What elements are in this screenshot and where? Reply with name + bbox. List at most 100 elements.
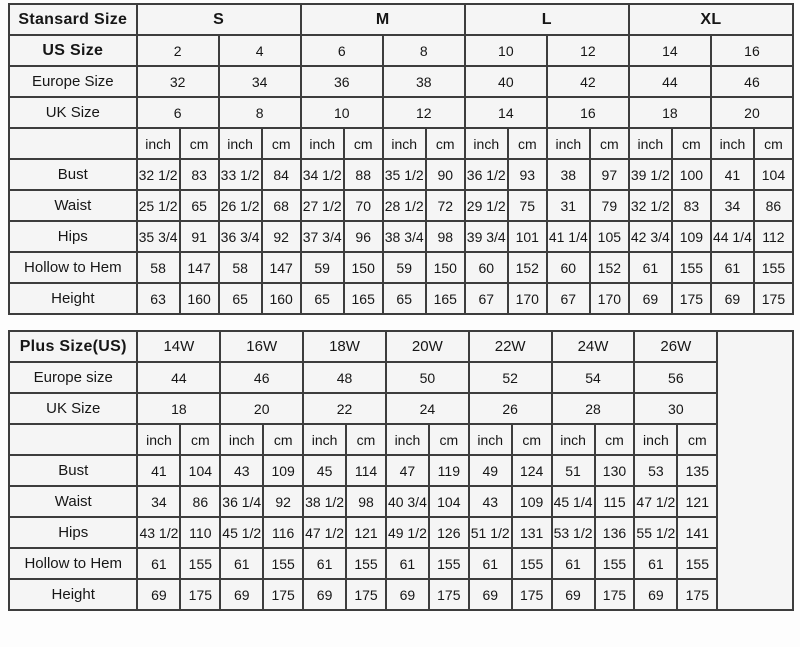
- measure-value-cell: 61: [709, 251, 755, 284]
- measure-value-cell: 100: [670, 158, 712, 191]
- unit-header-cell: inch: [384, 423, 430, 456]
- measure-value-cell: 124: [510, 454, 553, 487]
- size-value-cell: 12: [545, 34, 630, 67]
- measure-value-cell: 152: [506, 251, 548, 284]
- size-group-header-cell: XL: [627, 3, 795, 36]
- row-label-cell: US Size: [8, 34, 138, 67]
- measure-value-cell: 41: [136, 454, 182, 487]
- measure-value-cell: 39 3/4: [463, 220, 509, 253]
- unit-header-cell: cm: [427, 423, 470, 456]
- size-group-header-cell: 26W: [633, 330, 719, 363]
- table-gap: [8, 315, 794, 330]
- measure-value-cell: 69: [302, 578, 348, 611]
- measure-value-cell: 136: [593, 516, 636, 549]
- measure-value-cell: 92: [260, 220, 302, 253]
- unit-header-cell: inch: [545, 127, 591, 160]
- empty-column-cell: [716, 330, 794, 611]
- measure-value-cell: 61: [633, 547, 679, 580]
- unit-header-cell: cm: [506, 127, 548, 160]
- unit-header-cell: inch: [219, 423, 265, 456]
- unit-header-cell: inch: [467, 423, 513, 456]
- measure-value-cell: 91: [178, 220, 220, 253]
- measure-value-cell: 38 3/4: [381, 220, 427, 253]
- measure-value-cell: 47 1/2: [633, 485, 679, 518]
- row-label-cell: Waist: [8, 189, 138, 222]
- size-value-cell: 8: [381, 34, 466, 67]
- size-value-cell: 44: [136, 361, 222, 394]
- measure-value-cell: 51: [550, 454, 596, 487]
- measure-value-cell: 58: [217, 251, 263, 284]
- measure-value-cell: 59: [299, 251, 345, 284]
- measure-value-cell: 60: [463, 251, 509, 284]
- measure-value-cell: 45 1/2: [219, 516, 265, 549]
- measure-value-cell: 49: [467, 454, 513, 487]
- size-group-header-cell: 16W: [219, 330, 305, 363]
- measure-value-cell: 104: [752, 158, 795, 191]
- row-label-cell: UK Size: [8, 96, 138, 129]
- empty-cell: [7, 423, 139, 456]
- unit-header-cell: cm: [262, 423, 305, 456]
- measure-value-cell: 35 1/2: [381, 158, 427, 191]
- measure-value-cell: 47: [384, 454, 430, 487]
- size-value-cell: 16: [709, 34, 795, 67]
- measure-value-cell: 92: [262, 485, 305, 518]
- measure-value-cell: 45 1/4: [550, 485, 596, 518]
- size-group-header-cell: 14W: [136, 330, 222, 363]
- measure-value-cell: 68: [260, 189, 302, 222]
- measure-value-cell: 69: [550, 578, 596, 611]
- measure-value-cell: 88: [342, 158, 384, 191]
- measure-value-cell: 155: [670, 251, 712, 284]
- size-group-header-cell: M: [299, 3, 466, 36]
- size-value-cell: 18: [136, 392, 222, 425]
- measure-value-cell: 26 1/2: [217, 189, 263, 222]
- size-value-cell: 20: [709, 96, 795, 129]
- size-value-cell: 38: [381, 65, 466, 98]
- table-row: Waist 34 86 36 1/4 92 38 1/2 98 40 3/4 104 43 109 4…: [7, 485, 793, 518]
- unit-header-cell: inch: [550, 423, 596, 456]
- size-value-cell: 6: [299, 34, 384, 67]
- measure-value-cell: 155: [593, 547, 636, 580]
- measure-value-cell: 67: [545, 282, 591, 315]
- table-row: US Size 2 4 6 8 10 12 14 16: [8, 34, 795, 67]
- measure-value-cell: 36 3/4: [217, 220, 263, 253]
- measure-value-cell: 36 1/4: [219, 485, 265, 518]
- table-row: inch cm inch cm inch cm inch cm inch cm inch cm inch…: [7, 423, 793, 456]
- measure-value-cell: 160: [178, 282, 220, 315]
- unit-header-cell: inch: [136, 423, 182, 456]
- measure-value-cell: 69: [136, 578, 182, 611]
- measure-value-cell: 43 1/2: [136, 516, 182, 549]
- measure-value-cell: 160: [260, 282, 302, 315]
- size-value-cell: 32: [135, 65, 220, 98]
- measure-value-cell: 45: [302, 454, 348, 487]
- row-label-cell: Bust: [8, 158, 138, 191]
- measure-value-cell: 61: [550, 547, 596, 580]
- measure-value-cell: 105: [588, 220, 630, 253]
- unit-header-cell: cm: [752, 127, 795, 160]
- measure-value-cell: 104: [179, 454, 222, 487]
- measure-value-cell: 121: [345, 516, 387, 549]
- row-label-cell: Hips: [8, 220, 138, 253]
- unit-header-cell: inch: [135, 127, 181, 160]
- measure-value-cell: 34 1/2: [299, 158, 345, 191]
- measure-value-cell: 96: [342, 220, 384, 253]
- measure-value-cell: 170: [588, 282, 630, 315]
- measure-value-cell: 36 1/2: [463, 158, 509, 191]
- measure-value-cell: 147: [178, 251, 220, 284]
- measure-value-cell: 175: [262, 578, 305, 611]
- size-value-cell: 18: [627, 96, 712, 129]
- measure-value-cell: 114: [345, 454, 387, 487]
- size-value-cell: 36: [299, 65, 384, 98]
- row-label-cell: Hollow to Hem: [7, 547, 139, 580]
- measure-value-cell: 61: [384, 547, 430, 580]
- measure-value-cell: 116: [262, 516, 305, 549]
- measure-value-cell: 175: [752, 282, 795, 315]
- row-label-cell: Europe Size: [8, 65, 138, 98]
- row-label-cell: Europe size: [7, 361, 139, 394]
- measure-value-cell: 175: [510, 578, 553, 611]
- size-chart-page: Stansard Size S M L XL US Size 2 4 6 8 10 12 14 16 Eur…: [7, 3, 795, 611]
- table-row: UK Size 6 8 10 12 14 16 18 20: [8, 96, 795, 129]
- measure-value-cell: 65: [178, 189, 220, 222]
- measure-value-cell: 121: [676, 485, 719, 518]
- table-row: Stansard Size S M L XL: [8, 3, 795, 36]
- measure-value-cell: 98: [424, 220, 466, 253]
